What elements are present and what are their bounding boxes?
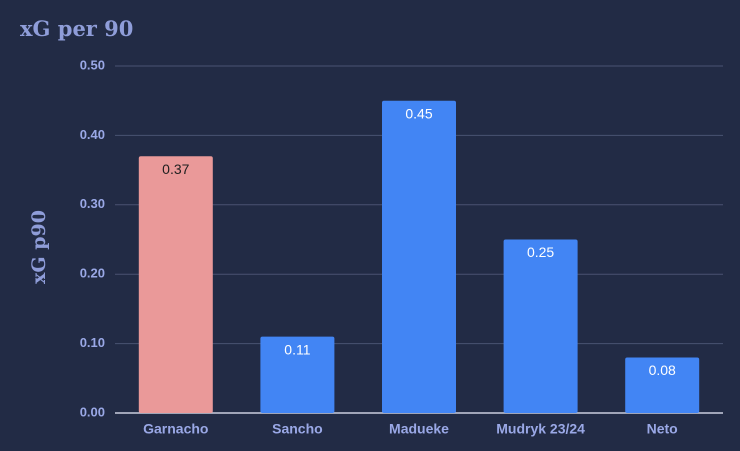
x-tick-label: Neto [647,421,678,437]
bar-madueke [382,100,456,413]
data-label: 0.11 [284,341,310,357]
y-axis-ticks: 0.00 0.10 0.20 0.30 0.40 0.50 [80,57,105,419]
x-tick-label: Madueke [389,421,449,437]
bar-garnacho [138,156,213,413]
bar-neto [625,357,700,413]
x-tick-label: Mudryk 23/24 [496,421,585,437]
y-tick-label: 0.40 [80,127,105,142]
data-label: 0.37 [162,161,189,177]
bar-mudryk-23-24 [503,239,578,413]
bar-sancho [260,336,335,413]
bars: 0.37 0.11 0.45 0.25 0.08 [138,100,700,413]
x-axis-ticks: Garnacho Sancho Madueke Mudryk 23/24 Neto [143,421,678,437]
y-axis-label: xG p90 [28,210,50,284]
y-tick-label: 0.20 [80,266,105,281]
x-tick-label: Garnacho [143,421,208,437]
y-tick-label: 0.10 [80,335,105,350]
y-tick-label: 0.30 [80,196,105,211]
x-tick-label: Sancho [272,421,323,437]
data-label: 0.08 [649,362,676,378]
data-label: 0.25 [527,244,554,260]
chart-title: xG per 90 [20,16,134,41]
data-label: 0.45 [405,105,432,121]
y-tick-label: 0.00 [80,404,105,419]
y-tick-label: 0.50 [80,57,105,72]
